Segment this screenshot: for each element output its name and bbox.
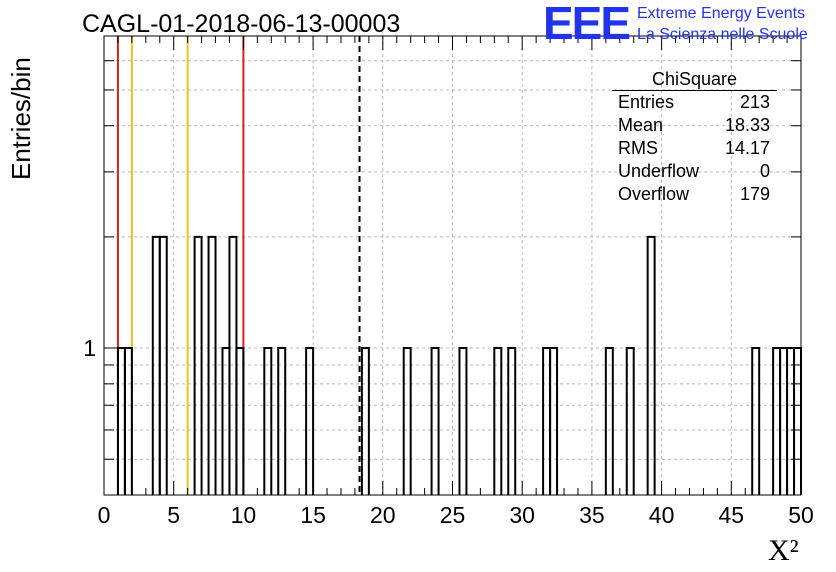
histogram-series: [116, 235, 802, 495]
x-tick-label: 15: [300, 502, 326, 528]
eee-logo-mark: EEE: [543, 0, 631, 49]
stats-value: 213: [739, 92, 770, 112]
histogram-bin: [151, 235, 161, 495]
stats-row-underflow: Underflow 0: [612, 160, 777, 183]
histogram-bin: [751, 347, 761, 495]
x-tick-label: 45: [719, 502, 745, 528]
histogram-bin: [625, 347, 635, 495]
x-tick-label: 35: [579, 502, 605, 528]
histogram-bin: [542, 347, 552, 495]
stats-row-overflow: Overflow 179: [612, 183, 777, 206]
histogram-bin: [507, 347, 517, 495]
x-tick-label: 25: [440, 502, 466, 528]
stats-value: 18.33: [724, 115, 770, 135]
stats-box-title: ChiSquare: [612, 68, 777, 91]
y-axis-ticks: 1: [83, 60, 801, 460]
x-tick-label: 30: [509, 502, 535, 528]
histogram-bin: [158, 235, 168, 495]
x-tick-label: 0: [98, 502, 111, 528]
stats-label: Mean: [618, 115, 664, 135]
x-axis-label: X²: [768, 534, 799, 567]
x-tick-label: 40: [649, 502, 675, 528]
stats-label: Underflow: [618, 161, 700, 181]
stats-value: 179: [739, 184, 770, 204]
y-tick-label: 1: [83, 335, 96, 361]
histogram-bin: [207, 235, 217, 495]
histogram-bin: [430, 347, 440, 495]
stats-label: RMS: [618, 138, 658, 158]
stats-row-entries: Entries 213: [612, 91, 777, 114]
histogram-bin: [604, 347, 614, 495]
histogram-bin: [402, 347, 412, 495]
histogram-bin: [263, 347, 273, 495]
histogram-bin: [793, 347, 802, 495]
histogram-bin: [277, 347, 287, 495]
stats-label: Overflow: [618, 184, 690, 204]
histogram-bin: [493, 347, 503, 495]
histogram-bin: [772, 347, 782, 495]
reference-lines: [116, 36, 361, 495]
grid-lines: [104, 36, 801, 495]
stats-row-rms: RMS 14.17: [612, 137, 777, 160]
stats-row-mean: Mean 18.33: [612, 114, 777, 137]
logo-line-1: Extreme Energy Events: [637, 5, 806, 22]
x-tick-label: 5: [167, 502, 180, 528]
histogram-bin: [305, 347, 315, 495]
chart-title: CAGL-01-2018-06-13-00003: [82, 10, 401, 38]
histogram-bin: [646, 235, 656, 495]
histogram-bin: [235, 347, 245, 495]
histogram-bin: [221, 347, 231, 495]
histogram-bin: [458, 347, 468, 495]
histogram-bin: [779, 347, 789, 495]
logo-line-2: La Scienza nelle Scuole: [637, 26, 808, 43]
histogram-bin: [123, 347, 133, 495]
histogram-bin: [549, 347, 559, 495]
x-axis-ticks: 0 5 10 15 20 25 30 35 40 45 50: [98, 36, 814, 528]
stats-box: ChiSquare Entries 213 Mean 18.33 RMS 14.…: [612, 68, 777, 206]
histogram-bin: [360, 347, 370, 495]
stats-label: Entries: [618, 92, 675, 112]
x-tick-label: 50: [788, 502, 814, 528]
stats-value: 14.17: [724, 138, 770, 158]
stats-value: 0: [759, 161, 770, 181]
x-tick-label: 10: [231, 502, 257, 528]
histogram-bin: [228, 235, 238, 495]
histogram-bin: [116, 347, 126, 495]
histogram-bin: [193, 235, 203, 495]
y-axis-label: Entries/bin: [6, 57, 36, 180]
histogram-bin: [786, 347, 796, 495]
x-tick-label: 20: [370, 502, 396, 528]
